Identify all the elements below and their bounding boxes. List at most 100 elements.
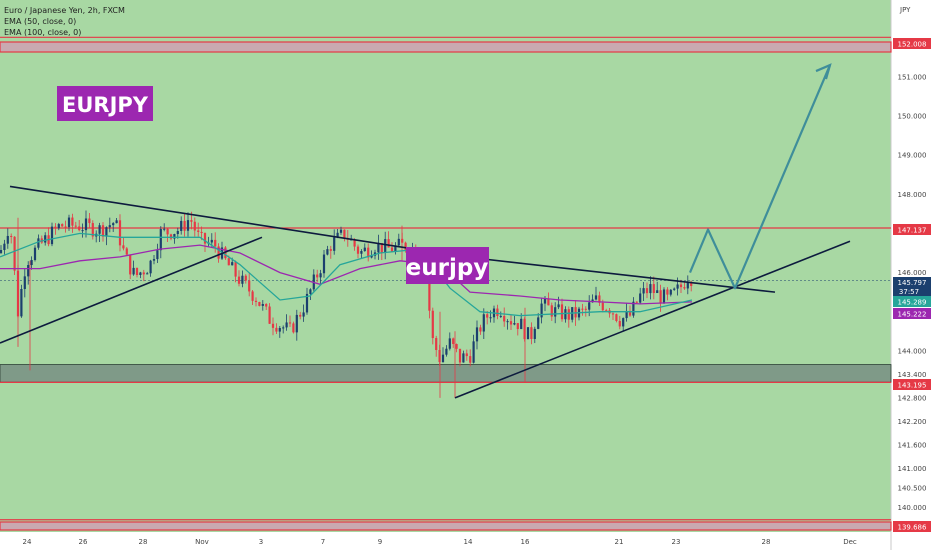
candle-body [135,267,139,276]
candle-body [533,328,536,339]
candle-body [271,323,275,328]
candle-body [482,314,485,332]
candle-body [299,314,302,317]
price-tick-label: 148.000 [898,191,927,199]
candle-body [54,226,57,229]
title-label-box [57,86,153,121]
candle-body [251,291,254,301]
time-axis-background [0,532,891,550]
candle-body [139,272,142,276]
candle-body [254,300,258,302]
candle-body [520,318,523,330]
candle-body [513,323,516,325]
candle-body [394,245,397,252]
candle-body [193,221,196,231]
badge-resistance: 147.137 [893,224,931,235]
price-tick-label: 150.000 [898,113,927,121]
price-tick-label: 141.600 [898,441,927,449]
mid-label-text: eurjpy [406,255,489,281]
candle-body [404,242,407,250]
ema100-line [0,244,693,305]
candle-body [666,289,669,295]
candle-body [560,304,564,320]
candle-body [516,323,519,330]
top-resistance-band [0,41,892,53]
candle-body [526,327,530,340]
candle-body [180,220,183,231]
candle-body [367,247,370,258]
candle-body [152,259,156,261]
time-tick-label: 26 [79,538,88,546]
candle-body [3,243,6,251]
price-tick-label: 142.200 [898,418,927,426]
title-label-text: EURJPY [62,93,149,117]
candle-body [676,284,679,289]
candle-body [632,301,635,316]
symbol-legend[interactable]: Euro / Japanese Yen, 2h, FXCM [4,6,125,15]
candle-body [112,223,115,226]
candle-body [472,341,475,363]
candle-body [465,353,468,357]
candle-body [166,228,169,235]
candle-body [336,232,339,238]
candle-body [475,327,479,342]
candle-body [564,309,567,320]
ema50-line [0,232,693,317]
candle-body [316,274,319,278]
candle-body [227,258,230,266]
candle-body [295,314,298,333]
candle-body [81,230,84,232]
price-tick-label: 144.000 [898,347,927,355]
badge-ema100: 145.222 [893,308,931,319]
candle-body [649,284,652,294]
badge-ema50-text: 145.289 [898,299,927,307]
badge-bottom: 139.686 [893,521,931,532]
candle-body [343,229,346,239]
badge-ema50: 145.289 [893,296,931,307]
candle-body [20,289,23,317]
ema100-legend[interactable]: EMA (100, close, 0) [4,28,81,37]
candle-body [261,303,264,306]
candle-body [656,290,659,294]
price-axis-background [891,0,932,550]
candle-body [183,220,186,231]
candle-body [594,295,598,300]
support-zone [0,364,892,383]
badge-top-text: 152.008 [898,41,927,49]
candle-body [50,226,54,245]
candle-body [540,303,543,318]
badge-bottom-text: 139.686 [898,524,927,532]
time-tick-label: 3 [259,538,263,546]
price-tick-label: 151.000 [898,73,927,81]
candle-body [163,228,166,230]
candle-body [489,317,492,319]
candle-body [690,282,693,287]
candle-body [339,229,343,233]
candle-body [679,284,683,288]
candle-body [387,239,390,248]
candle-body [217,246,220,259]
candle-body [27,265,30,277]
candle-body [645,288,649,294]
candle-body [390,247,394,252]
candle-body [292,323,295,333]
candle-body [615,314,618,321]
candle-body [496,308,499,316]
candle-body [115,220,118,224]
candle-body [618,320,621,327]
candle-body [628,310,632,316]
projection-path [688,64,832,290]
candle-body [669,289,672,295]
candle-body [118,220,122,246]
candle-body [377,243,380,253]
badge-support-text: 143.195 [898,382,927,390]
candle-body [108,225,111,228]
ema50-legend[interactable]: EMA (50, close, 0) [4,17,76,26]
candle-body [598,295,601,303]
candle-body [146,273,149,275]
candle-body [190,220,193,222]
candle-body [309,289,312,294]
badge-last-price-text: 145.797 [898,279,927,287]
candle-body [639,293,642,303]
